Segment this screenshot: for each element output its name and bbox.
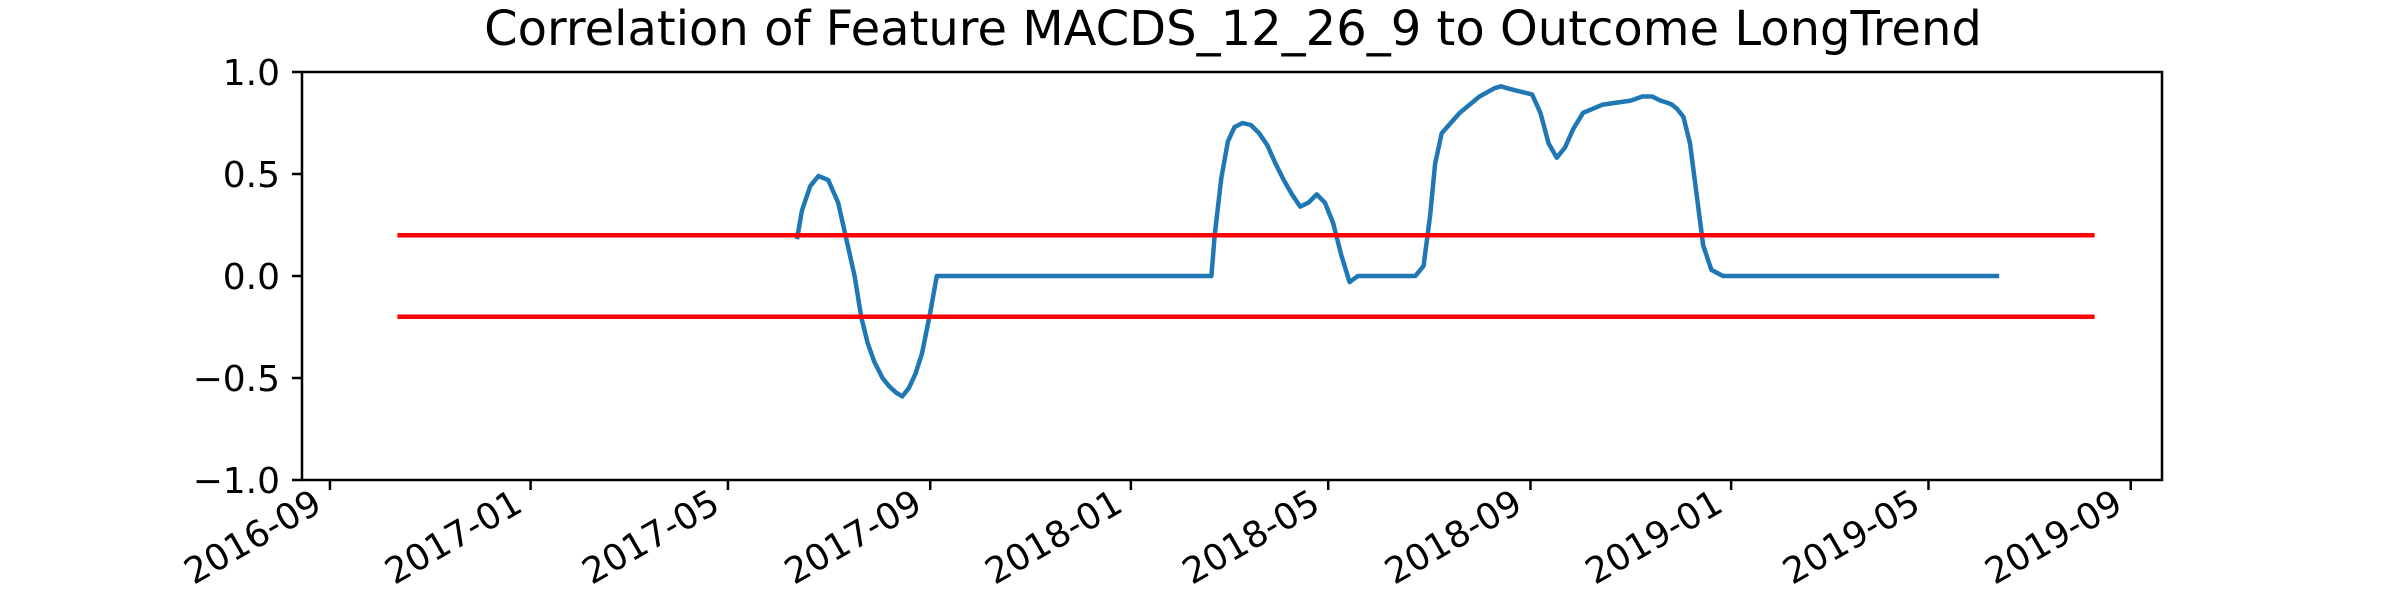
x-tick-label: 2017-05 <box>576 482 727 593</box>
x-tick-label: 2017-09 <box>778 482 929 593</box>
x-tick-label: 2019-09 <box>1978 482 2129 593</box>
chart-title: Correlation of Feature MACDS_12_26_9 to … <box>484 1 1982 57</box>
y-tick-label: −1.0 <box>193 461 280 502</box>
y-tick-label: 1.0 <box>223 53 280 94</box>
y-tick-label: 0.0 <box>223 257 280 298</box>
x-tick-label: 2018-05 <box>1176 482 1327 593</box>
x-tick-label: 2019-01 <box>1579 482 1730 593</box>
y-tick-label: −0.5 <box>193 359 280 400</box>
x-tick-label: 2018-01 <box>979 482 1130 593</box>
x-tick-label: 2017-01 <box>378 482 529 593</box>
series-line-correlation <box>794 84 2000 399</box>
y-tick-label: 0.5 <box>223 155 280 196</box>
x-tick-label: 2018-09 <box>1378 482 1529 593</box>
x-tick-label: 2019-05 <box>1776 482 1927 593</box>
